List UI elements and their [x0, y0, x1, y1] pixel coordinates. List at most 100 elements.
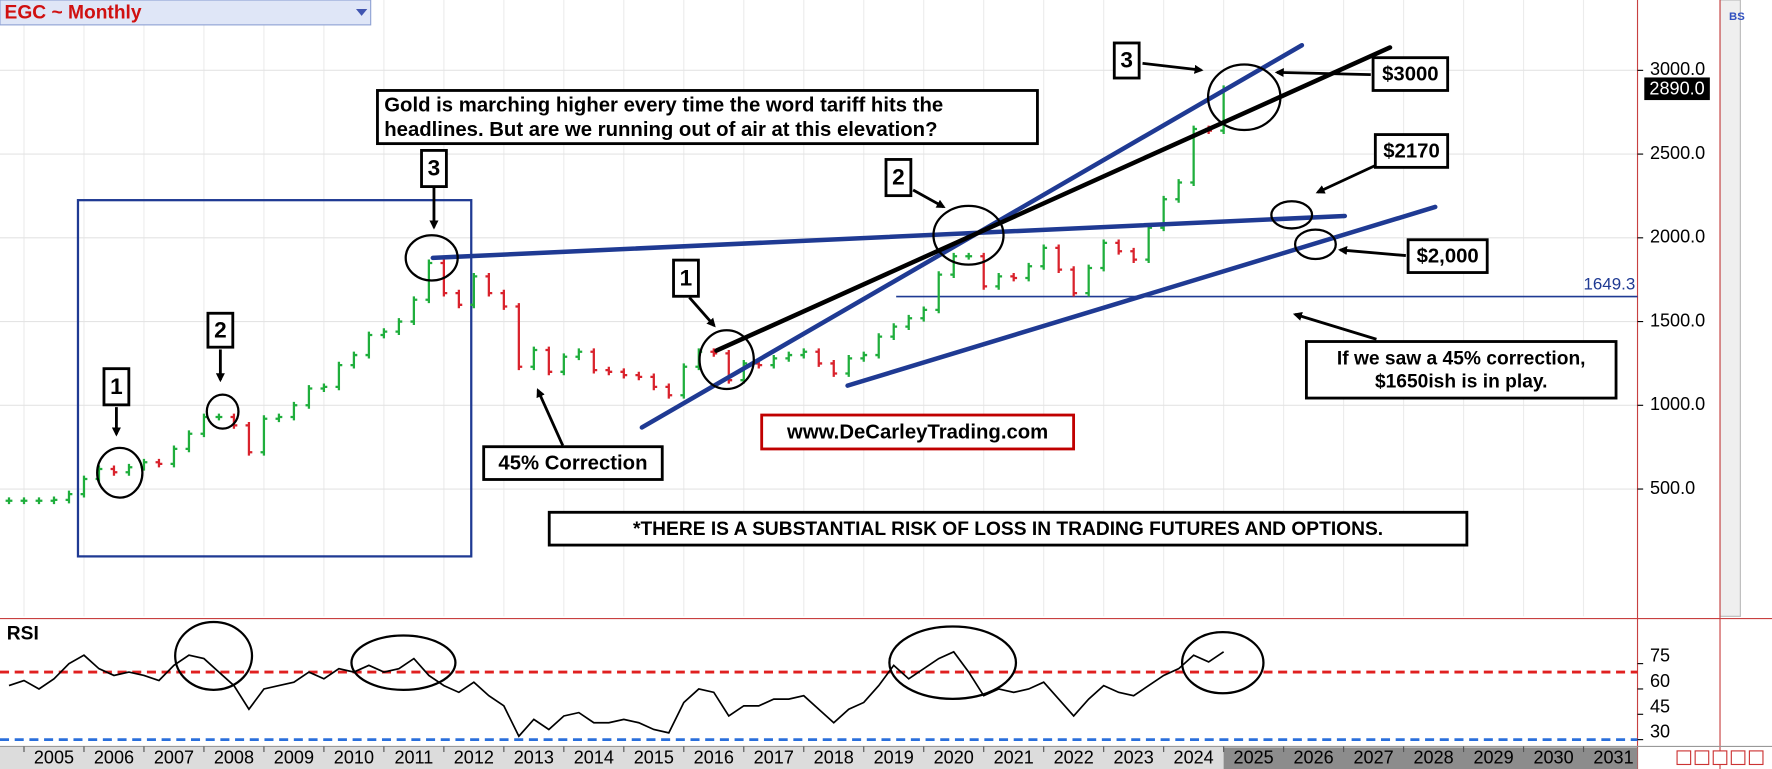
price-bar	[830, 360, 838, 377]
annotation-text: 3	[1120, 48, 1133, 73]
price-bar	[110, 465, 118, 476]
price-bar	[785, 351, 793, 362]
price-bar	[410, 296, 418, 325]
price-bar	[320, 383, 328, 392]
price-bar	[170, 445, 178, 468]
annotation-box	[1112, 41, 1141, 80]
future-band	[1223, 747, 1638, 769]
price-bar	[215, 413, 223, 421]
x-tick-label: 2029	[1473, 748, 1513, 768]
annotation-box	[206, 311, 235, 349]
circle	[1206, 63, 1282, 132]
price-bar	[500, 289, 508, 310]
price-bar	[920, 306, 928, 322]
price-bar	[185, 430, 193, 453]
x-tick-label: 2031	[1593, 748, 1633, 768]
annotation-box	[1371, 56, 1450, 92]
price-bar	[860, 351, 868, 362]
x-tick-label: 2009	[274, 748, 314, 768]
price-bar	[1040, 244, 1048, 270]
indicator-title: RSI	[7, 623, 39, 644]
price-bar	[605, 366, 613, 376]
price-bar	[455, 289, 463, 309]
corner-label[interactable]: BS	[1729, 11, 1745, 23]
y-tick-label: 45	[1650, 696, 1670, 716]
price-bar	[365, 331, 373, 359]
price-bar	[935, 271, 943, 314]
highlight-circles	[96, 63, 1337, 701]
price-bar	[980, 252, 988, 290]
price-bar	[335, 361, 343, 391]
dropdown-arrow[interactable]	[355, 9, 368, 16]
price-bar	[635, 371, 643, 381]
price-bar	[575, 348, 583, 361]
arrow	[688, 296, 716, 328]
price-bar	[305, 385, 313, 409]
price-bar	[710, 348, 718, 357]
annotation-text: 2	[214, 317, 227, 342]
dropdown-box[interactable]	[0, 0, 372, 26]
nav-button[interactable]	[1748, 750, 1764, 766]
price-bar	[350, 351, 358, 369]
circle	[174, 620, 254, 691]
x-tick-label: 2028	[1413, 748, 1453, 768]
trendlines	[430, 42, 1438, 430]
annotations: 1 2 3 Gold is marching higher every time th…	[102, 41, 1618, 547]
x-tick-label: 2026	[1294, 748, 1334, 768]
price-bar	[65, 490, 73, 504]
circle	[1180, 631, 1265, 695]
price-bar	[155, 458, 163, 468]
x-tick-label: 2016	[694, 748, 734, 768]
y-tick-label: 1000.0	[1650, 394, 1705, 414]
arrow	[1338, 246, 1406, 257]
x-tick-label: 2005	[34, 748, 74, 768]
price-bar	[665, 383, 673, 399]
x-tick-label: 2020	[934, 748, 974, 768]
scrollbar[interactable]	[1719, 0, 1741, 617]
nav-button[interactable]	[1712, 750, 1728, 766]
symbol-dropdown[interactable]: EGC ~ Monthly	[0, 0, 372, 26]
annotation-text: 1	[110, 374, 123, 399]
price-bar	[50, 496, 58, 505]
trendline	[430, 213, 1348, 261]
circle	[1270, 200, 1314, 230]
y-tick-label: 30	[1650, 722, 1670, 742]
annotation-text: 1	[680, 265, 693, 290]
price-bar	[245, 422, 253, 456]
x-tick-label: 2019	[874, 748, 914, 768]
price-bar	[395, 318, 403, 336]
circle	[350, 634, 457, 691]
price-bar	[290, 401, 298, 421]
circle	[698, 329, 755, 391]
circle	[888, 625, 1018, 701]
y-tick-label: 3000.0	[1650, 59, 1705, 79]
nav-button[interactable]	[1694, 750, 1710, 766]
nav-button[interactable]	[1676, 750, 1692, 766]
x-tick-label: 2015	[634, 748, 674, 768]
annotation-text: $1650ish is in play.	[1375, 372, 1548, 393]
y-tick-label: 2500.0	[1650, 143, 1705, 163]
x-tick-label: 2010	[334, 748, 374, 768]
price-bar	[530, 346, 538, 371]
price-bar	[1175, 179, 1183, 203]
circle	[205, 393, 240, 430]
arrows	[111, 61, 1406, 447]
annotation-text: 2	[892, 165, 905, 190]
nav-button[interactable]	[1730, 750, 1746, 766]
annotation-text: *THERE IS A SUBSTANTIAL RISK OF LOSS IN …	[633, 519, 1383, 540]
trendline	[714, 45, 1393, 353]
price-bar	[1025, 262, 1033, 282]
price-bar	[1100, 239, 1108, 272]
annotation-text: www.DeCarleyTrading.com	[786, 421, 1048, 443]
annotation-box	[482, 445, 664, 481]
annotation-text: $3000	[1382, 64, 1439, 86]
price-bar	[965, 252, 973, 260]
price-bar	[800, 348, 808, 359]
x-tick-label: 2013	[514, 748, 554, 768]
price-bar	[545, 346, 553, 376]
x-tick-label: 2006	[94, 748, 134, 768]
price-bar	[515, 303, 523, 371]
last-price-label: 2890.0	[1649, 79, 1704, 99]
annotation-text: $2,000	[1417, 246, 1479, 268]
price-bar	[1055, 244, 1063, 274]
